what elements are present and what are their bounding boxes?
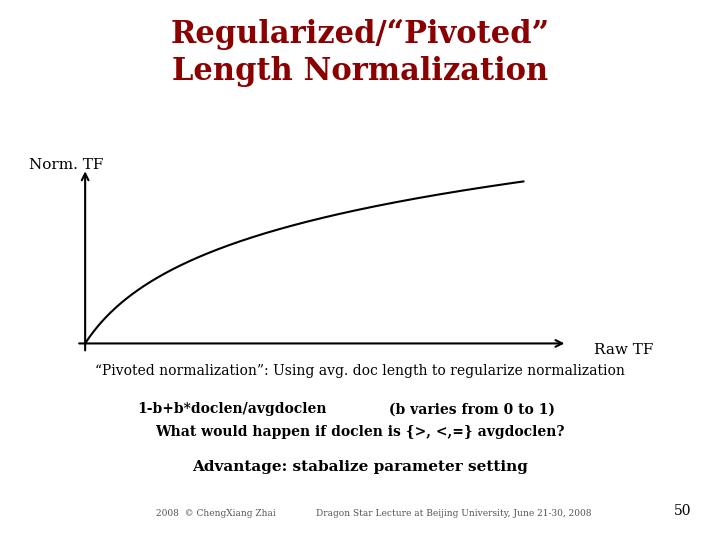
Text: What would happen if doclen is {>, <,=} avgdoclen?: What would happen if doclen is {>, <,=} …	[156, 425, 564, 439]
Text: (b varies from 0 to 1): (b varies from 0 to 1)	[389, 402, 555, 416]
Text: “Pivoted normalization”: Using avg. doc length to regularize normalization: “Pivoted normalization”: Using avg. doc …	[95, 364, 625, 379]
Text: Raw TF: Raw TF	[594, 343, 653, 357]
Text: 2008  © ChengXiang Zhai: 2008 © ChengXiang Zhai	[156, 509, 276, 518]
Text: Norm. TF: Norm. TF	[29, 158, 103, 172]
Text: 50: 50	[674, 504, 691, 518]
Text: Advantage: stabalize parameter setting: Advantage: stabalize parameter setting	[192, 460, 528, 474]
Text: Dragon Star Lecture at Beijing University, June 21-30, 2008: Dragon Star Lecture at Beijing Universit…	[316, 509, 591, 518]
Text: Regularized/“Pivoted”
Length Normalization: Regularized/“Pivoted” Length Normalizati…	[171, 19, 549, 87]
Text: 1-b+b*doclen/avgdoclen: 1-b+b*doclen/avgdoclen	[137, 402, 326, 416]
